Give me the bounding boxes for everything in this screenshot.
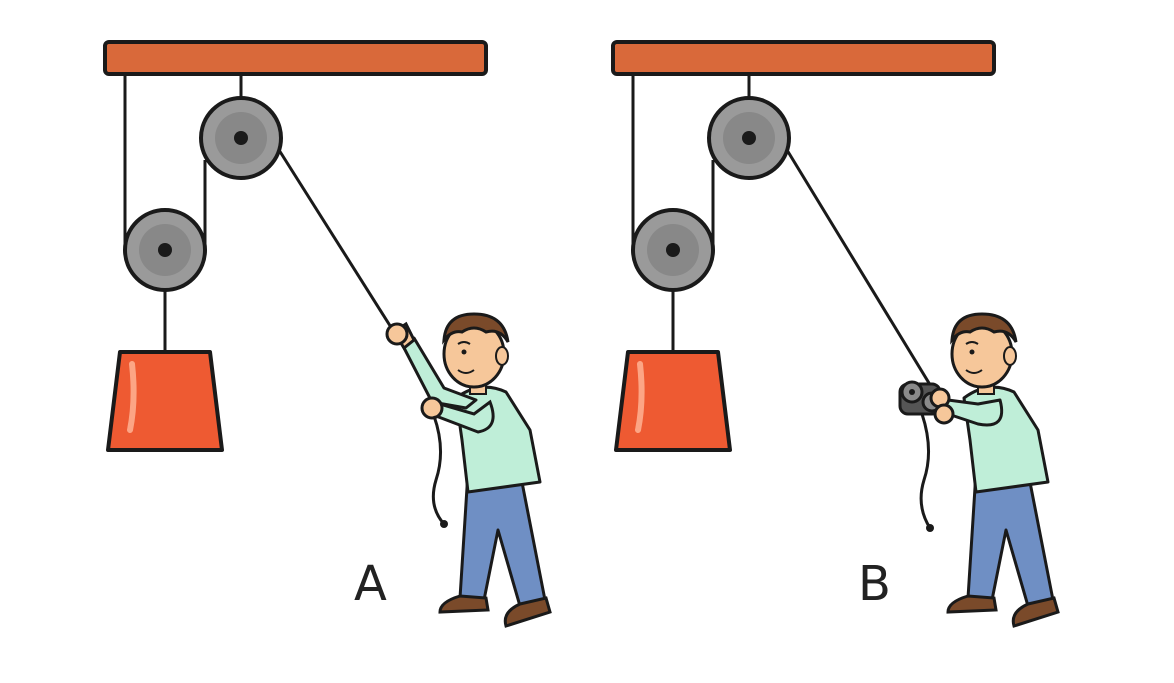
panel-label-b: B: [858, 556, 891, 612]
top-hand-a: [385, 322, 409, 346]
hand-b-2: [933, 403, 955, 425]
person-b: [946, 312, 1060, 628]
pull-rope-b: [785, 149, 934, 389]
rope-tail-b: [919, 413, 932, 529]
rope-tail-a: [431, 415, 446, 525]
panel-b: [613, 42, 1060, 628]
pull-rope-a: [277, 149, 396, 333]
lower-hand-a: [420, 396, 444, 420]
panel-a: [105, 42, 552, 628]
panel-label-a: A: [354, 556, 387, 612]
person-a: [438, 312, 552, 628]
